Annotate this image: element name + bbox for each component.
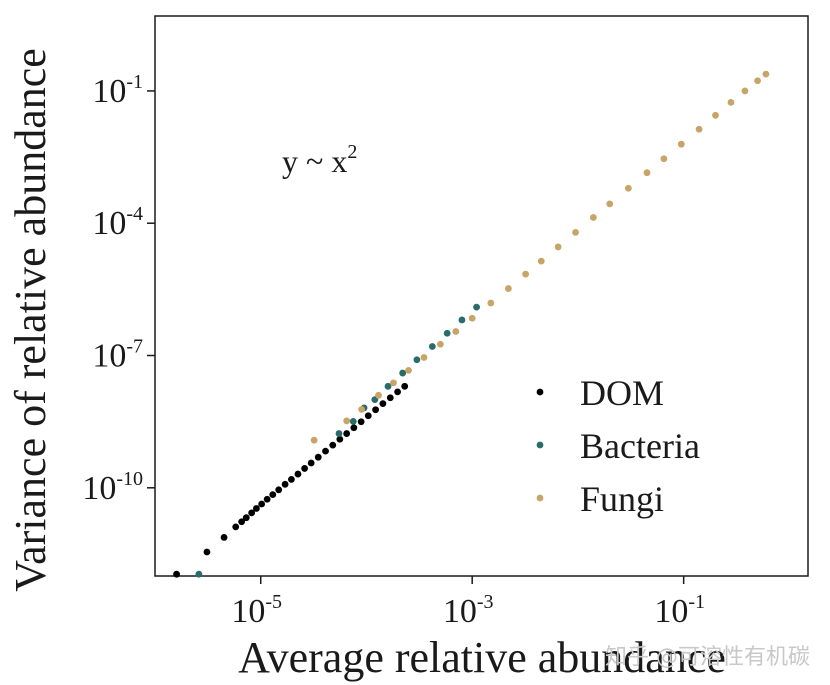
fungi-point: [712, 111, 719, 119]
fungi-point: [762, 70, 770, 78]
dom-point: [307, 459, 315, 467]
bacteria-point: [335, 430, 343, 437]
legend-label-bacteria: Bacteria: [580, 426, 700, 466]
dom-point: [350, 424, 358, 432]
dom-point: [203, 548, 211, 556]
bacteria-point: [384, 382, 392, 390]
dom-point: [287, 476, 295, 483]
fungi-point: [522, 270, 530, 278]
dom-point: [394, 388, 401, 396]
bacteria-point: [443, 329, 451, 337]
fungi-point: [405, 366, 412, 374]
axis-ticks: 10-5 10-3 10-1 10-1 10-4 10-7 10-10: [82, 71, 705, 630]
fungi-point: [727, 98, 735, 106]
fungi-point: [677, 140, 685, 148]
dom-point: [238, 518, 246, 526]
x-tick-label: 10-5: [231, 591, 282, 630]
dom-point: [173, 570, 180, 578]
bacteria-point: [399, 369, 407, 377]
dom-point: [242, 514, 250, 522]
dom-point: [294, 470, 302, 478]
fungi-point: [487, 299, 495, 307]
series-bacteria: [195, 303, 480, 578]
bacteria-point: [195, 570, 203, 578]
dom-point: [322, 447, 329, 455]
fungi-point: [643, 169, 651, 177]
plot-frame: [154, 15, 809, 577]
dom-point: [252, 505, 260, 512]
fungi-point: [695, 125, 703, 133]
dom-point: [275, 486, 283, 494]
y-tick-label: 10-4: [92, 203, 143, 242]
equation-text: y ~ x: [282, 143, 347, 179]
y-tick-label: 10-7: [92, 336, 143, 375]
legend-label-dom: DOM: [580, 373, 664, 413]
data-points: [173, 70, 770, 578]
dom-point: [379, 400, 387, 408]
series-fungi: [310, 70, 770, 444]
legend-label-fungi: Fungi: [580, 479, 664, 519]
dom-point: [364, 412, 372, 420]
fungi-point: [572, 228, 579, 236]
dom-point: [269, 491, 277, 499]
bacteria-point: [413, 356, 421, 364]
fungi-point: [375, 391, 382, 399]
equation-exponent: 2: [347, 141, 357, 163]
y-tick-label: 10-10: [82, 468, 143, 507]
fungi-point: [468, 314, 476, 322]
fungi-point: [754, 77, 761, 85]
series-dom: [173, 382, 409, 578]
dom-point: [281, 480, 289, 488]
fungi-point: [420, 354, 428, 361]
bacteria-point: [349, 418, 357, 425]
dom-point: [401, 382, 409, 390]
dom-point: [263, 495, 271, 503]
dom-point: [386, 394, 394, 402]
fungi-point: [606, 200, 614, 208]
fungi-point: [504, 285, 512, 292]
fungi-point: [358, 405, 366, 413]
fungi-point: [660, 155, 668, 163]
dom-point: [220, 534, 228, 541]
fungi-point: [537, 257, 545, 265]
dom-point: [343, 430, 351, 437]
x-axis-title: Average relative abundance: [238, 633, 726, 682]
legend-marker-bacteria: [536, 441, 544, 449]
dom-point: [301, 465, 309, 472]
y-axis-title: Variance of relative abundance: [6, 48, 55, 592]
dom-point: [314, 453, 322, 461]
dom-point: [232, 523, 240, 531]
dom-point: [258, 500, 266, 508]
dom-point: [372, 406, 379, 414]
dom-point: [248, 509, 256, 517]
legend-marker-fungi: [536, 494, 544, 502]
legend-marker-dom: [536, 388, 544, 396]
bacteria-point: [428, 343, 436, 350]
equation-annotation: y ~ x2: [282, 141, 357, 179]
fungi-point: [436, 340, 444, 348]
fungi-point: [452, 328, 460, 335]
x-tick-label: 10-1: [654, 591, 705, 630]
fungi-point: [554, 243, 562, 251]
bacteria-point: [473, 303, 480, 311]
dom-point: [329, 441, 337, 449]
x-tick-label: 10-3: [443, 591, 494, 630]
fungi-point: [741, 87, 749, 95]
fungi-point: [624, 184, 632, 192]
dom-point: [357, 418, 365, 426]
dom-point: [336, 435, 344, 443]
bacteria-point: [458, 316, 466, 324]
fungi-point: [390, 379, 397, 387]
watermark: 知乎 @可溶性有机碳: [605, 645, 810, 670]
fungi-point: [589, 214, 597, 221]
fungi-point: [310, 436, 318, 444]
y-tick-label: 10-1: [92, 71, 143, 110]
fungi-point: [343, 417, 351, 425]
legend: DOM Bacteria Fungi: [536, 373, 700, 519]
